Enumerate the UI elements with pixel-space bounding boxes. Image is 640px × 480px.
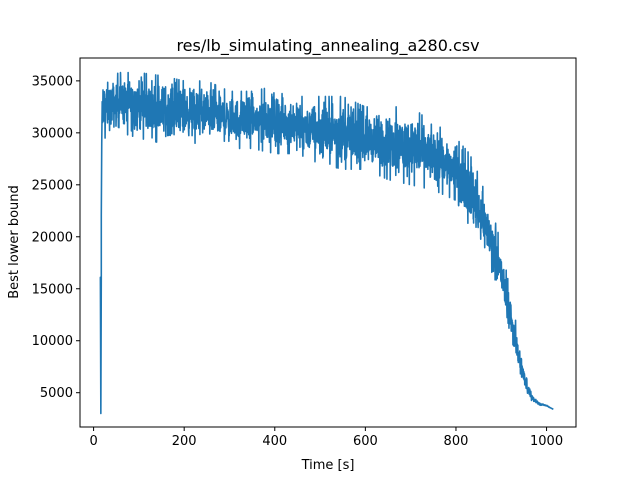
series-line [99,71,554,415]
y-axis: 5000 10000 15000 20000 25000 30000 35000 [32,74,80,401]
y-tick-label: 25000 [32,178,73,193]
y-tick-label: 10000 [32,334,73,349]
y-tick-label: 15000 [32,282,73,297]
x-axis: 0 200 400 600 800 1000 [89,427,563,449]
x-tick-label: 400 [262,434,287,449]
y-tick-label: 5000 [40,386,73,401]
x-tick-label: 0 [89,434,97,449]
y-axis-label: Best lower bound [7,185,22,299]
axes-frame [79,57,577,428]
x-axis-label: Time [s] [301,458,355,473]
chart-title: res/lb_simulating_annealing_a280.csv [176,36,479,56]
plot-area [99,71,554,415]
x-tick-label: 1000 [530,434,563,449]
y-tick-label: 30000 [32,126,73,141]
y-tick-label: 35000 [32,74,73,89]
y-tick-label: 20000 [32,230,73,245]
x-tick-label: 800 [444,434,469,449]
x-tick-label: 200 [172,434,197,449]
x-tick-label: 600 [353,434,378,449]
